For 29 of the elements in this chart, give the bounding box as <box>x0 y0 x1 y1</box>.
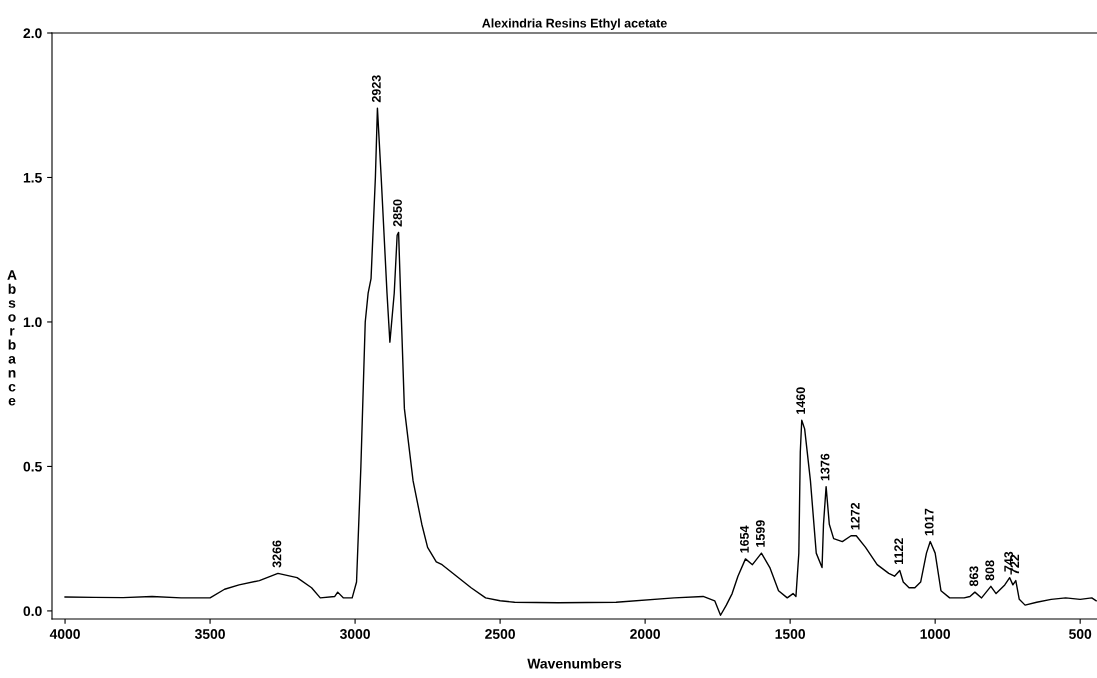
annotation: 2923 <box>371 75 381 103</box>
x-axis-title: Wavenumbers <box>527 658 622 669</box>
annotation: 1017 <box>924 508 934 536</box>
annotation: 1654 <box>739 525 749 553</box>
text: Absorbance <box>7 270 17 406</box>
x-tick-label: 2000 <box>630 629 660 639</box>
x-tick-label: 1500 <box>775 629 806 639</box>
chart-title: Alexindria Resins Ethyl acetate <box>482 18 667 31</box>
x-tick-label: 1000 <box>920 629 951 639</box>
y-tick-label: 1.5 <box>23 172 42 183</box>
x-tick-label: 3500 <box>194 629 225 639</box>
annotation: 1376 <box>820 453 830 481</box>
x-tick-label: 500 <box>1069 629 1092 639</box>
x-tick-label: 2500 <box>485 629 515 639</box>
annotation: 1272 <box>850 502 860 530</box>
annotation: 1599 <box>755 520 765 547</box>
y-tick-label: 1.0 <box>23 317 42 328</box>
annotation: 1460 <box>796 387 806 414</box>
x-tick-label: 4000 <box>49 629 80 639</box>
annotation: 1122 <box>894 538 904 565</box>
y-tick-label: 2.0 <box>23 28 42 39</box>
y-tick-label: 0.5 <box>23 461 42 472</box>
annotation: 3266 <box>272 540 282 568</box>
annotation: 863 <box>969 566 979 587</box>
annotation: 2850 <box>393 199 402 227</box>
line-series <box>64 107 1097 616</box>
annotation: 808 <box>985 560 995 581</box>
y-tick-label: 0.0 <box>23 606 42 617</box>
x-tick-label: 3000 <box>339 629 370 639</box>
